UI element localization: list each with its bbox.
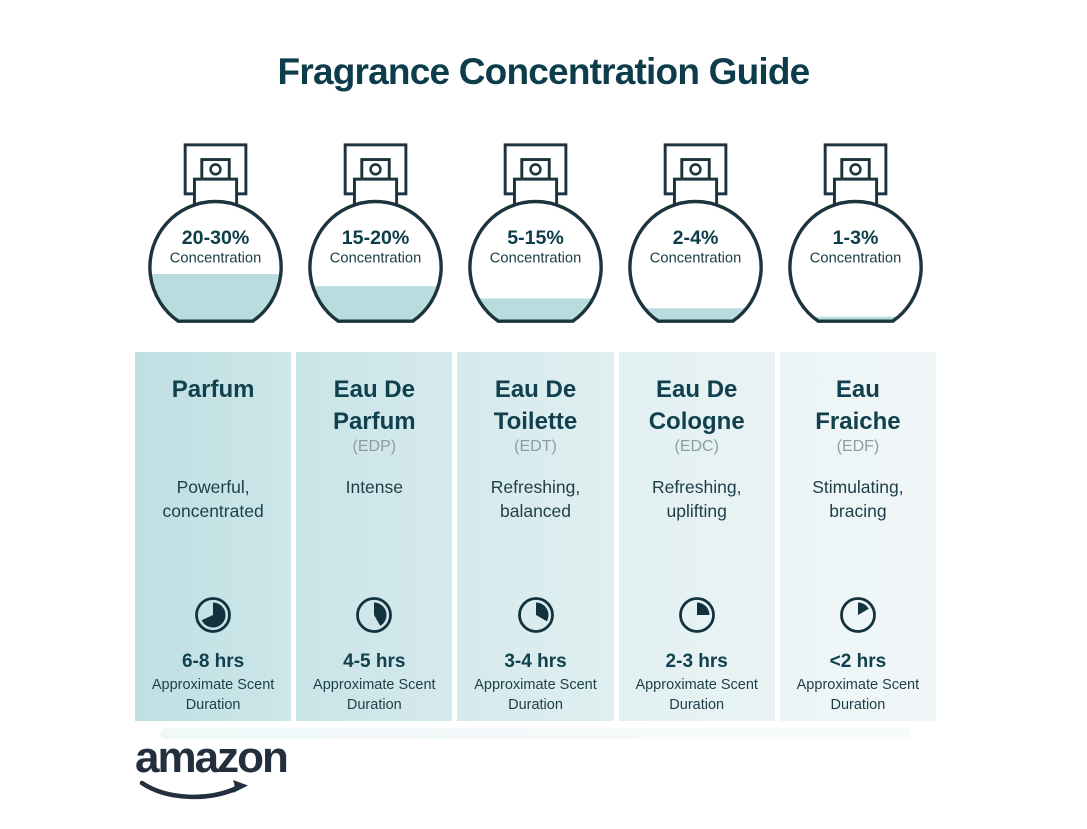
- bottle-outline: [628, 199, 763, 323]
- bottle-concentration-label: Concentration: [810, 250, 901, 266]
- sprayer-nozzle: [689, 163, 702, 176]
- fragrance-abbreviation: (EDP): [352, 438, 397, 455]
- fragrance-abbreviation: (EDF): [836, 438, 880, 455]
- bottle-body: [630, 201, 762, 322]
- perfume-bottle: 20-30% Concentration: [135, 138, 295, 330]
- sprayer-nozzle: [849, 163, 863, 176]
- scent-duration-clock-icon: [296, 591, 452, 639]
- perfume-bottle: 15-20% Concentration: [295, 138, 455, 330]
- fragrance-name: Parfum: [171, 376, 255, 403]
- perfume-bottle: 2-4% Concentration: [616, 138, 776, 330]
- cards-reflection: [160, 728, 910, 739]
- amazon-logo: amazon: [135, 733, 295, 800]
- amazon-smile-icon: [139, 780, 248, 800]
- bottle-liquid-fill: [790, 316, 922, 322]
- duration-label: <2 hrs: [829, 651, 887, 672]
- scent-duration-clock-icon: [780, 591, 936, 639]
- page-title: Fragrance Concentration Guide: [277, 50, 811, 92]
- fragrance-description: Intense: [345, 477, 403, 497]
- duration-note: Approximate Scent Duration: [474, 677, 597, 713]
- fragrance-description: Refreshing, uplifting: [651, 477, 742, 521]
- fragrance-card: Eau De Cologne (EDC) Refreshing, uplifti…: [618, 352, 775, 721]
- bottle-body: [469, 201, 602, 322]
- bottles-row: 20-30% Concentration 15-20% Concentratio…: [135, 138, 936, 330]
- bottle-concentration-label: Concentration: [650, 250, 741, 266]
- duration-note: Approximate Scent Duration: [635, 677, 758, 713]
- bottle-outline: [788, 199, 924, 323]
- scent-duration-clock-icon: [457, 591, 613, 639]
- perfume-bottle: 1-3% Concentration: [776, 138, 936, 330]
- sprayer-nozzle: [529, 163, 542, 176]
- perfume-bottle-icon: 20-30% Concentration: [147, 143, 283, 323]
- duration-label: 2-3 hrs: [665, 651, 728, 672]
- scent-duration-clock-icon: [135, 591, 291, 639]
- fragrance-abbreviation: [135, 438, 291, 462]
- fragrance-abbreviation: (EDT): [514, 438, 557, 455]
- duration-note: Approximate Scent Duration: [313, 677, 436, 713]
- scent-duration-clock-icon: [619, 591, 775, 639]
- cards-row: Parfum Powerful, concentrated 6-8 hrs Ap…: [135, 352, 937, 721]
- bottle-concentration-label: Concentration: [490, 250, 581, 266]
- fragrance-description: Stimulating, bracing: [812, 477, 904, 521]
- fragrance-description: Refreshing, balanced: [490, 477, 581, 521]
- fragrance-card: Eau De Toilette (EDT) Refreshing, balanc…: [457, 352, 614, 721]
- bottle-liquid-fill: [149, 273, 281, 322]
- sprayer-nozzle: [208, 163, 222, 176]
- fragrance-name: Eau Fraiche: [815, 376, 901, 435]
- perfume-bottle: 5-15% Concentration: [455, 138, 615, 330]
- fragrance-description: Powerful, concentrated: [162, 477, 264, 521]
- duration-note: Approximate Scent Duration: [151, 677, 275, 713]
- bottle-concentration-label: Concentration: [169, 250, 260, 266]
- perfume-bottle-icon: 5-15% Concentration: [468, 143, 603, 323]
- fragrance-card: Parfum Powerful, concentrated 6-8 hrs Ap…: [135, 352, 292, 721]
- bottle-outline: [308, 199, 443, 323]
- fragrance-name: Eau De Toilette: [493, 376, 578, 435]
- bottle-percent-label: 2-4%: [673, 227, 719, 249]
- bottle-percent-label: 20-30%: [181, 227, 248, 249]
- bottle-concentration-label: Concentration: [330, 250, 421, 266]
- bottle-percent-label: 5-15%: [507, 227, 564, 249]
- duration-label: 3-4 hrs: [504, 651, 567, 672]
- perfume-bottle-icon: 15-20% Concentration: [308, 143, 443, 323]
- sprayer-nozzle: [369, 163, 382, 176]
- bottle-outline: [147, 199, 283, 323]
- bottle-body: [790, 201, 922, 322]
- perfume-bottle-icon: 1-3% Concentration: [788, 143, 924, 323]
- bottle-liquid-fill: [630, 308, 762, 322]
- fragrance-name: Eau De Cologne: [648, 376, 745, 435]
- fragrance-card: Eau De Parfum (EDP) Intense 4-5 hrs Appr…: [296, 352, 453, 721]
- amazon-wordmark: amazon: [135, 733, 289, 782]
- fragrance-abbreviation: (EDC): [674, 438, 719, 455]
- bottle-percent-label: 1-3%: [833, 227, 879, 249]
- perfume-bottle-icon: 2-4% Concentration: [628, 143, 763, 323]
- fragrance-name: Eau De Parfum: [332, 376, 416, 435]
- duration-note: Approximate Scent Duration: [796, 677, 920, 713]
- bottle-percent-label: 15-20%: [342, 227, 409, 249]
- duration-label: 4-5 hrs: [343, 651, 406, 672]
- duration-label: 6-8 hrs: [181, 651, 245, 672]
- fragrance-card: Eau Fraiche (EDF) Stimulating, bracing <…: [779, 352, 937, 721]
- bottle-outline: [468, 199, 603, 323]
- bottle-liquid-fill: [469, 298, 602, 322]
